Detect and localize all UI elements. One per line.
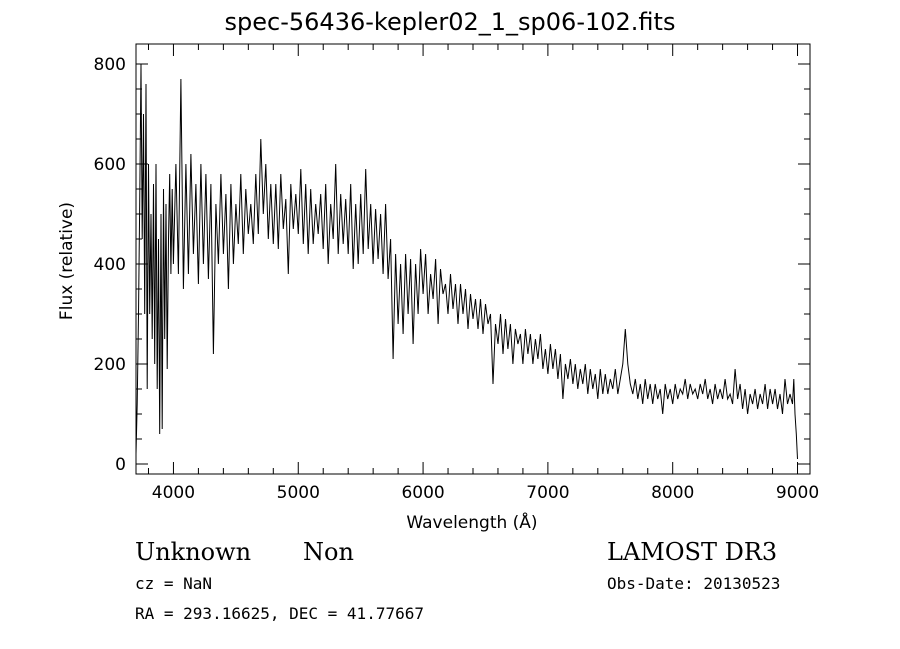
chart-title: spec-56436-kepler02_1_sp06-102.fits [224,8,676,36]
x-tick-label: 9000 [776,483,819,503]
plot-frame [135,43,811,475]
x-tick-label: 6000 [401,483,444,503]
x-tick-label: 4000 [152,483,195,503]
x-tick-label: 7000 [526,483,569,503]
cz-value: cz = NaN [135,574,213,593]
y-tick-label: 0 [115,455,126,475]
x-axis-label: Wavelength (Å) [406,511,537,533]
object-subclass: Non [303,538,354,566]
minor-ticks [136,44,810,474]
coordinates: RA = 293.16625, DEC = 41.77667 [135,604,424,623]
obs-date: Obs-Date: 20130523 [607,574,781,593]
y-tick-label: 800 [94,55,126,75]
y-tick-label: 400 [94,255,126,275]
spectrum-line [135,63,798,460]
x-tick-label: 5000 [277,483,320,503]
x-tick-label: 8000 [651,483,694,503]
object-class: Unknown [135,538,252,566]
y-tick-label: 200 [94,355,126,375]
y-axis-ticks: 0 200 400 600 800 [94,55,810,475]
y-tick-label: 600 [94,155,126,175]
y-axis-label: Flux (relative) [57,202,77,320]
x-axis-ticks: 4000 5000 6000 7000 8000 9000 [152,44,819,503]
survey-label: LAMOST DR3 [607,538,778,566]
